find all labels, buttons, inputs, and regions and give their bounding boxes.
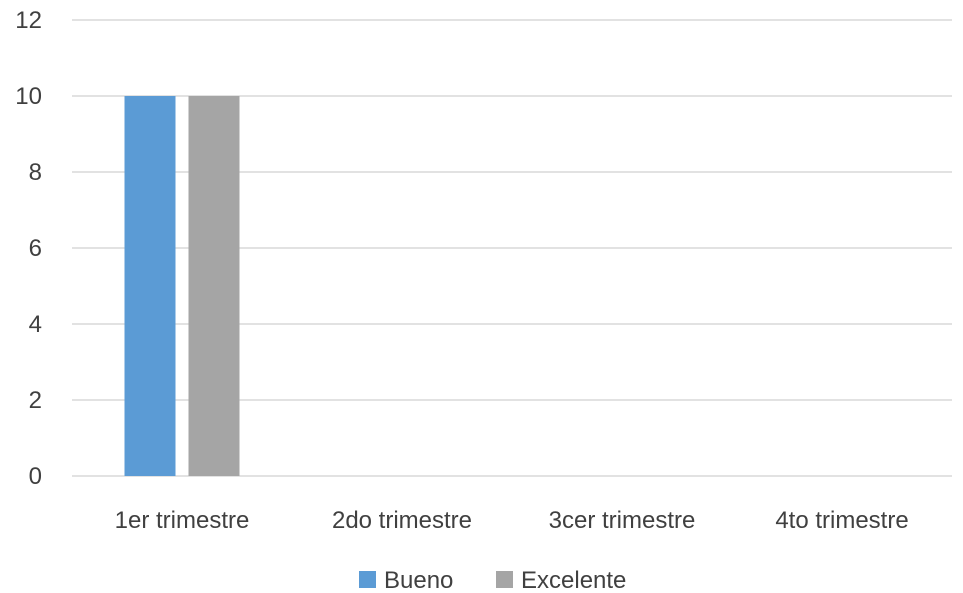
y-tick-label: 8 <box>29 159 42 186</box>
y-tick-label: 12 <box>15 7 42 34</box>
legend-label-bueno: Bueno <box>384 567 453 593</box>
legend: Bueno Excelente <box>359 567 626 593</box>
bars <box>124 96 240 476</box>
y-tick-label: 0 <box>29 463 42 490</box>
legend-label-excelente: Excelente <box>521 567 626 593</box>
x-axis-category-labels: 1er trimestre 2do trimestre 3cer trimestre… <box>115 507 909 534</box>
y-tick-label: 4 <box>29 311 42 338</box>
y-tick-label: 6 <box>29 235 42 262</box>
y-tick-label: 2 <box>29 387 42 414</box>
bar-bueno-1 <box>124 96 176 476</box>
x-category-label: 1er trimestre <box>115 507 250 534</box>
bar-excelente-1 <box>188 96 240 476</box>
y-tick-label: 10 <box>15 83 42 110</box>
legend-swatch-excelente <box>496 571 513 588</box>
x-category-label: 4to trimestre <box>775 507 908 534</box>
x-category-label: 3cer trimestre <box>549 507 696 534</box>
legend-swatch-bueno <box>359 571 376 588</box>
x-category-label: 2do trimestre <box>332 507 472 534</box>
y-axis-tick-labels: 0 2 4 6 8 10 12 <box>15 7 42 490</box>
